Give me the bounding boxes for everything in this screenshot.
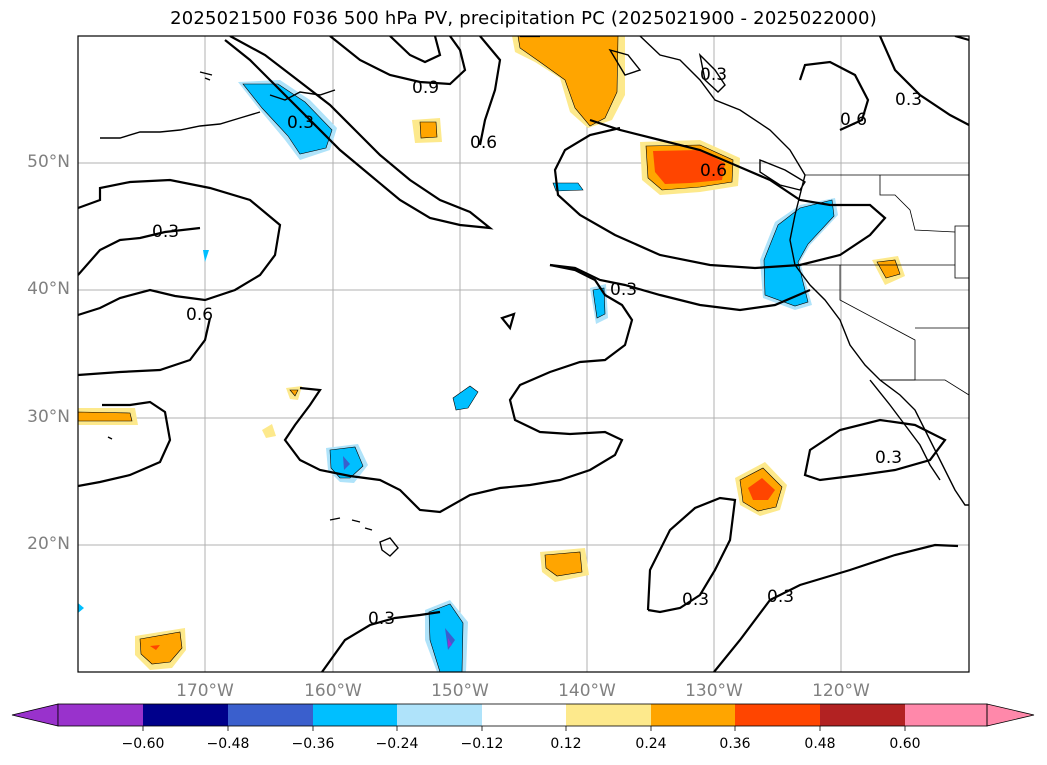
pv-contours (78, 36, 969, 672)
colorbar-tick: −0.60 (121, 736, 165, 752)
colorbar-tick: 0.60 (889, 736, 921, 752)
contour-label: 0.3 (682, 590, 709, 610)
contour-label: 0.6 (700, 161, 727, 181)
colorbar-tick: −0.24 (375, 736, 419, 752)
coastlines (100, 36, 969, 557)
colorbar-tick: 0.24 (635, 736, 667, 752)
contour-label: 0.3 (368, 609, 395, 629)
colorbar-tick: −0.48 (206, 736, 250, 752)
lon-label-130w: 130°W (685, 681, 743, 701)
lat-label-50n: 50°N (27, 152, 70, 172)
contour-label: 0.3 (700, 65, 727, 85)
plot-frame (77, 35, 970, 673)
contour-label: 0.3 (610, 280, 637, 300)
contour-labels: 0.9 0.6 0.3 0.6 0.3 0.6 0.3 0.6 0.3 0.3 … (152, 65, 922, 629)
colorbar-tick: 0.48 (804, 736, 836, 752)
contour-label: 0.3 (875, 448, 902, 468)
contour-label: 0.9 (412, 78, 439, 98)
lon-label-120w: 120°W (812, 681, 870, 701)
contour-label: 0.3 (767, 587, 794, 607)
colorbar (11, 703, 1035, 731)
colorbar-tick: −0.36 (291, 736, 335, 752)
lon-label-160w: 160°W (304, 681, 362, 701)
lon-label-140w: 140°W (558, 681, 616, 701)
map-title: 2025021500 F036 500 hPa PV, precipitatio… (170, 8, 877, 29)
contour-label: 0.3 (287, 113, 314, 133)
lon-label-150w: 150°W (431, 681, 489, 701)
contour-label: 0.6 (470, 133, 497, 153)
contour-label: 0.6 (186, 305, 213, 325)
colorbar-tick: −0.12 (460, 736, 504, 752)
colorbar-tick: 0.36 (719, 736, 751, 752)
lon-label-170w: 170°W (176, 681, 234, 701)
lat-label-30n: 30°N (27, 407, 70, 427)
colorbar-extend-low (11, 703, 59, 727)
lat-label-40n: 40°N (27, 279, 70, 299)
colorbar-tick: 0.12 (550, 736, 582, 752)
plot-area (78, 36, 969, 672)
colorbar-extend-high (986, 703, 1035, 727)
contour-label: 0.3 (152, 222, 179, 242)
borders (790, 174, 969, 396)
contour-label: 0.3 (895, 90, 922, 110)
precip-patches (78, 36, 905, 672)
contour-label: 0.6 (840, 110, 867, 130)
lat-label-20n: 20°N (27, 534, 70, 554)
